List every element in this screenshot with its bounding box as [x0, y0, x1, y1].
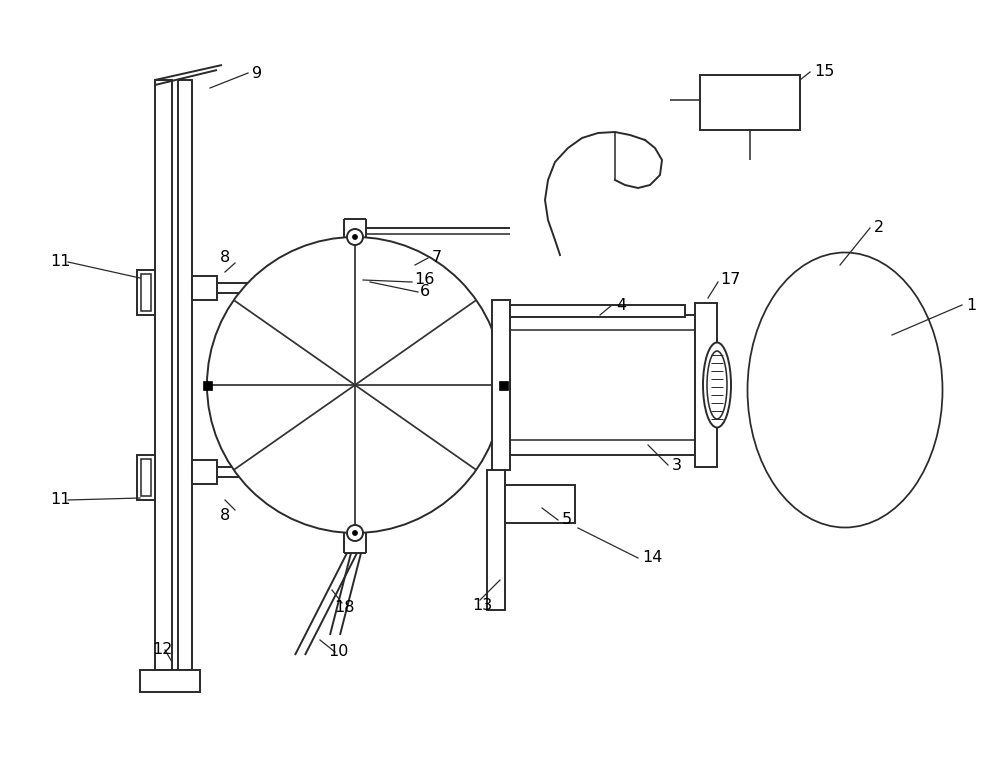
Ellipse shape — [748, 252, 942, 528]
Text: 13: 13 — [472, 597, 492, 613]
Circle shape — [352, 235, 358, 239]
Bar — [141, 459, 151, 496]
Ellipse shape — [703, 343, 731, 427]
Text: 6: 6 — [420, 285, 430, 299]
Ellipse shape — [707, 351, 727, 419]
Bar — [192, 276, 217, 300]
Bar — [178, 80, 192, 670]
Text: 8: 8 — [220, 508, 230, 522]
Text: 2: 2 — [874, 220, 884, 235]
Text: 9: 9 — [252, 65, 262, 81]
Text: 8: 8 — [220, 251, 230, 265]
Bar — [192, 460, 217, 484]
Bar — [487, 470, 505, 610]
Circle shape — [207, 237, 503, 533]
Text: 11: 11 — [50, 255, 70, 269]
Circle shape — [347, 525, 363, 541]
Text: 10: 10 — [328, 644, 348, 660]
Text: 14: 14 — [642, 551, 662, 565]
Bar — [203, 381, 212, 390]
Bar — [137, 270, 155, 315]
Bar — [137, 455, 155, 500]
Bar — [155, 80, 172, 670]
Bar — [695, 303, 717, 467]
Text: 11: 11 — [50, 492, 70, 508]
Circle shape — [347, 229, 363, 245]
Text: 4: 4 — [616, 298, 626, 312]
Text: 18: 18 — [334, 600, 354, 614]
Text: 12: 12 — [152, 643, 172, 657]
Bar — [510, 305, 685, 317]
Bar — [140, 670, 200, 692]
Bar — [510, 315, 695, 455]
Bar — [505, 485, 575, 523]
Text: 5: 5 — [562, 512, 572, 528]
Text: 7: 7 — [432, 251, 442, 265]
Bar — [492, 300, 510, 470]
Bar — [700, 75, 800, 130]
Text: 15: 15 — [814, 64, 834, 80]
Bar — [499, 381, 508, 390]
Text: 1: 1 — [966, 298, 976, 312]
Text: 3: 3 — [672, 457, 682, 472]
Bar — [141, 274, 151, 311]
Circle shape — [352, 531, 358, 535]
Text: 16: 16 — [414, 272, 434, 288]
Text: 17: 17 — [720, 272, 740, 288]
